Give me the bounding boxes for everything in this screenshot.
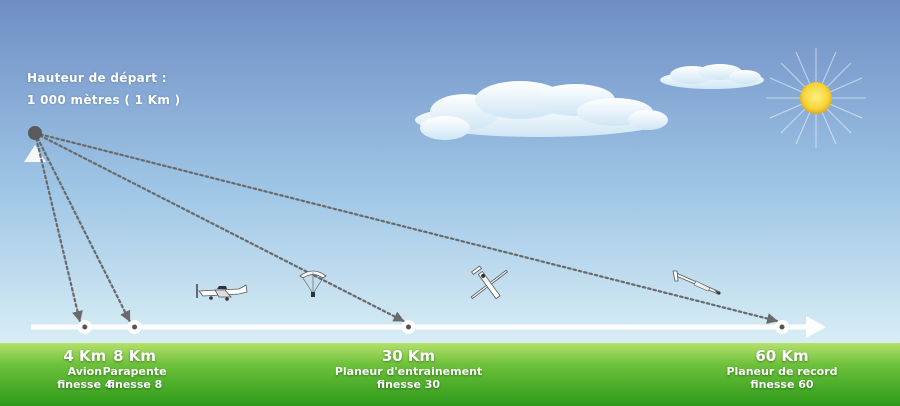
finesse-value: finesse 8 [106,378,163,391]
aircraft-name: Parapente [102,365,167,378]
distance-value: 4 Km [63,347,107,365]
distance-marker-dot [82,324,88,330]
start-height-label: Hauteur de départ : [27,71,167,85]
sun-icon [766,48,866,148]
glide-path-4km [33,131,83,323]
training-glider-icon [470,265,508,300]
destination-label: 30 Km Planeur d'entrainement finesse 30 [324,347,494,391]
aircraft-name: Planeur d'entrainement [334,365,483,378]
distance-value: 30 Km [381,347,436,365]
glide-paths [33,131,779,324]
ground [0,343,900,406]
sky [0,0,900,345]
distance-marker-dot [132,324,138,330]
distance-marker-dot [406,324,411,330]
destination-label: 8 Km Parapente finesse 8 [50,347,220,391]
distance-marker-dot [779,324,785,330]
finesse-value: finesse 4 [57,378,113,391]
glide-path-60km [33,131,779,324]
finesse-value: finesse 30 [376,378,441,391]
aircraft-name: Avion [67,365,103,378]
finesse-value: finesse 60 [750,378,814,391]
horizontal-axis-arrow [806,316,826,338]
distance-value: 8 Km [113,347,157,365]
small-cloud [660,64,764,89]
large-cloud [415,81,668,140]
destination-label: 60 Km Planeur de record finesse 60 [697,347,867,391]
start-point [28,126,42,140]
record-glider-icon [672,270,721,295]
glide-path-30km [33,131,405,323]
destination-label: 4 Km Avion finesse 4 [0,347,170,391]
aircraft-name: Planeur de record [726,365,838,378]
distance-markers [77,320,789,334]
glide-path-8km [33,131,131,323]
airplane-icon [196,284,248,301]
distance-value: 60 Km [755,347,809,365]
paraglider-icon [299,270,327,297]
start-height-value: 1 000 mètres ( 1 Km ) [27,93,181,107]
